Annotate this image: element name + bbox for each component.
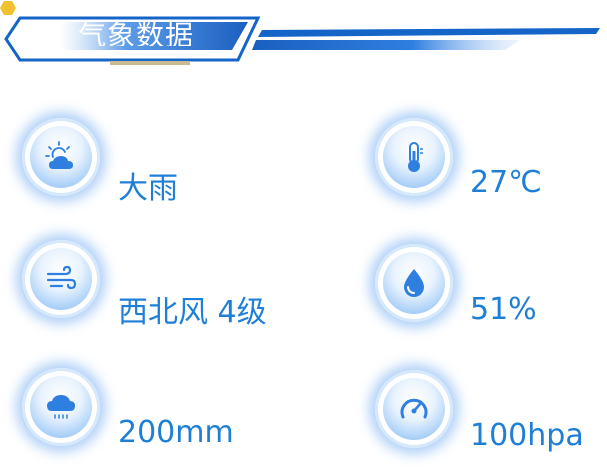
panel-header: 气象数据 <box>0 0 607 80</box>
header-frame <box>4 16 600 62</box>
humidity-value: 51% <box>470 292 537 327</box>
gauge-icon <box>400 398 428 419</box>
title-underline <box>110 61 190 65</box>
sun-cloud-icon <box>45 141 73 169</box>
rainfall-value: 200mm <box>118 415 234 450</box>
pressure-icon-badge <box>375 370 453 448</box>
thermometer-icon <box>408 142 423 172</box>
pressure-value: 100hpa <box>470 418 584 453</box>
rainfall-icon-badge <box>22 368 100 446</box>
hexagon-icon <box>0 1 16 15</box>
wind-icon-badge <box>22 240 100 318</box>
panel-title: 气象数据 <box>78 19 195 52</box>
wind-icon <box>46 265 77 290</box>
water-drop-icon <box>404 269 424 297</box>
humidity-icon-badge <box>375 244 453 322</box>
condition-value: 大雨 <box>118 171 178 206</box>
wind-value: 西北风 4级 <box>118 295 267 330</box>
rain-cloud-icon <box>47 395 75 419</box>
condition-icon-badge <box>22 118 100 196</box>
temperature-icon-badge <box>375 118 453 196</box>
temperature-value: 27℃ <box>470 165 542 200</box>
